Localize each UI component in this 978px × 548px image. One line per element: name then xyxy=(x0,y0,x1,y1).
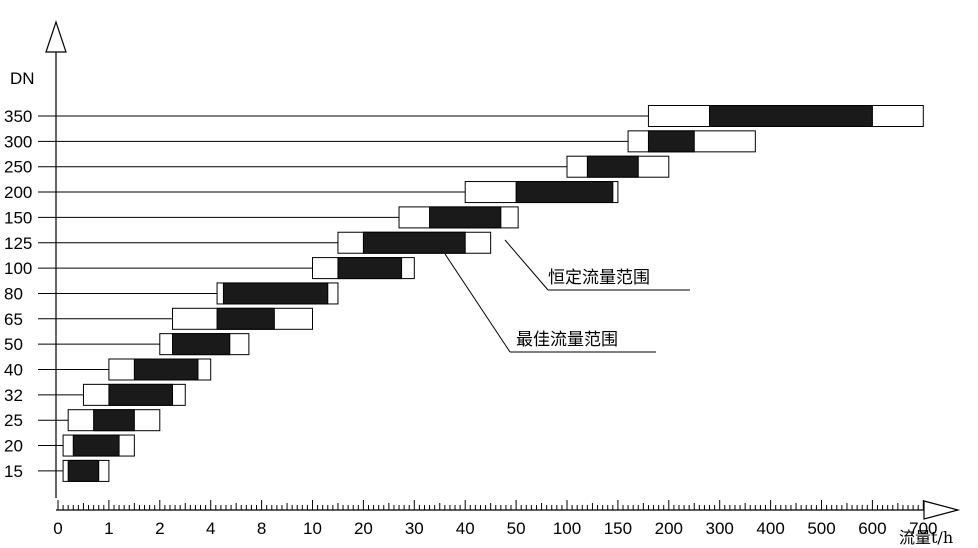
x-tick-label: 0 xyxy=(53,519,62,538)
y-tick-label: 65 xyxy=(4,310,23,329)
optimal-range-bar xyxy=(222,282,329,305)
optimal-range-bar xyxy=(93,409,135,432)
y-tick-label: 15 xyxy=(4,462,23,481)
x-axis-arrow xyxy=(923,500,961,520)
x-tick-label: 2 xyxy=(155,519,164,538)
x-tick-label: 400 xyxy=(756,519,784,538)
annotation-optimal-label: 最佳流量范围 xyxy=(516,330,618,350)
optimal-range-bar xyxy=(172,333,231,356)
optimal-range-bar xyxy=(133,358,199,381)
x-axis-label: 流量t/h xyxy=(899,528,953,547)
optimal-range-bar xyxy=(72,434,120,457)
optimal-range-bar xyxy=(216,307,275,330)
x-tick-label: 700 xyxy=(909,519,937,538)
y-tick-label: 150 xyxy=(4,208,32,227)
x-tick-label: 50 xyxy=(507,519,526,538)
x-tick-label: 600 xyxy=(858,519,886,538)
x-tick-label: 300 xyxy=(706,519,734,538)
y-tick-label: 300 xyxy=(4,132,32,151)
x-tick-label: 10 xyxy=(303,519,322,538)
annotation-constant-label: 恒定流量范围 xyxy=(548,268,650,288)
optimal-range-bar xyxy=(67,459,100,482)
axes-layer xyxy=(45,20,961,520)
x-minor-ticks xyxy=(57,500,924,510)
y-tick-label: 20 xyxy=(4,437,23,456)
y-tick-label: 125 xyxy=(4,234,32,253)
y-tick-labels: 15 20 25 32 40 50 65 80 100 125 150 200 250 300 350 xyxy=(4,107,32,481)
x-tick-label: 20 xyxy=(354,519,373,538)
y-tick-label: 200 xyxy=(4,183,32,202)
y-tick-label: 350 xyxy=(4,107,32,126)
x-tick-label: 100 xyxy=(553,519,581,538)
optimal-range-bar xyxy=(429,206,502,229)
annotation-leader-optimal xyxy=(444,253,511,353)
x-tick-label: 150 xyxy=(604,519,632,538)
optimal-range-bar xyxy=(337,257,403,280)
annotation-leader-constant xyxy=(504,239,549,291)
y-axis-label: DN xyxy=(10,69,35,88)
x-tick-label: 30 xyxy=(405,519,424,538)
y-axis-arrow xyxy=(45,20,67,53)
annotations: 恒定流量范围 最佳流量范围 xyxy=(444,239,690,353)
y-tick-label: 80 xyxy=(4,284,23,303)
y-tick-label: 32 xyxy=(4,386,23,405)
x-tick-label: 200 xyxy=(655,519,683,538)
x-tick-label: 8 xyxy=(257,519,266,538)
bars-layer xyxy=(38,105,924,482)
y-tick-label: 40 xyxy=(4,361,23,380)
y-tick-label: 50 xyxy=(4,335,23,354)
x-tick-label: 40 xyxy=(456,519,475,538)
optimal-range-bar xyxy=(647,130,695,153)
optimal-range-bar xyxy=(586,155,639,178)
optimal-range-bar xyxy=(515,181,614,204)
optimal-range-bar xyxy=(362,231,466,254)
x-tick-label: 4 xyxy=(206,519,215,538)
x-tick-label: 500 xyxy=(807,519,835,538)
x-tick-label: 1 xyxy=(104,519,113,538)
x-tick-labels: 0 1 2 4 8 10 20 30 40 50 100 150 200 300 400 500 600 700 xyxy=(53,519,937,538)
y-tick-label: 100 xyxy=(4,259,32,278)
optimal-range-bar xyxy=(709,105,873,127)
y-tick-label: 250 xyxy=(4,158,32,177)
y-tick-label: 25 xyxy=(4,411,23,430)
optimal-range-bar xyxy=(108,383,174,406)
